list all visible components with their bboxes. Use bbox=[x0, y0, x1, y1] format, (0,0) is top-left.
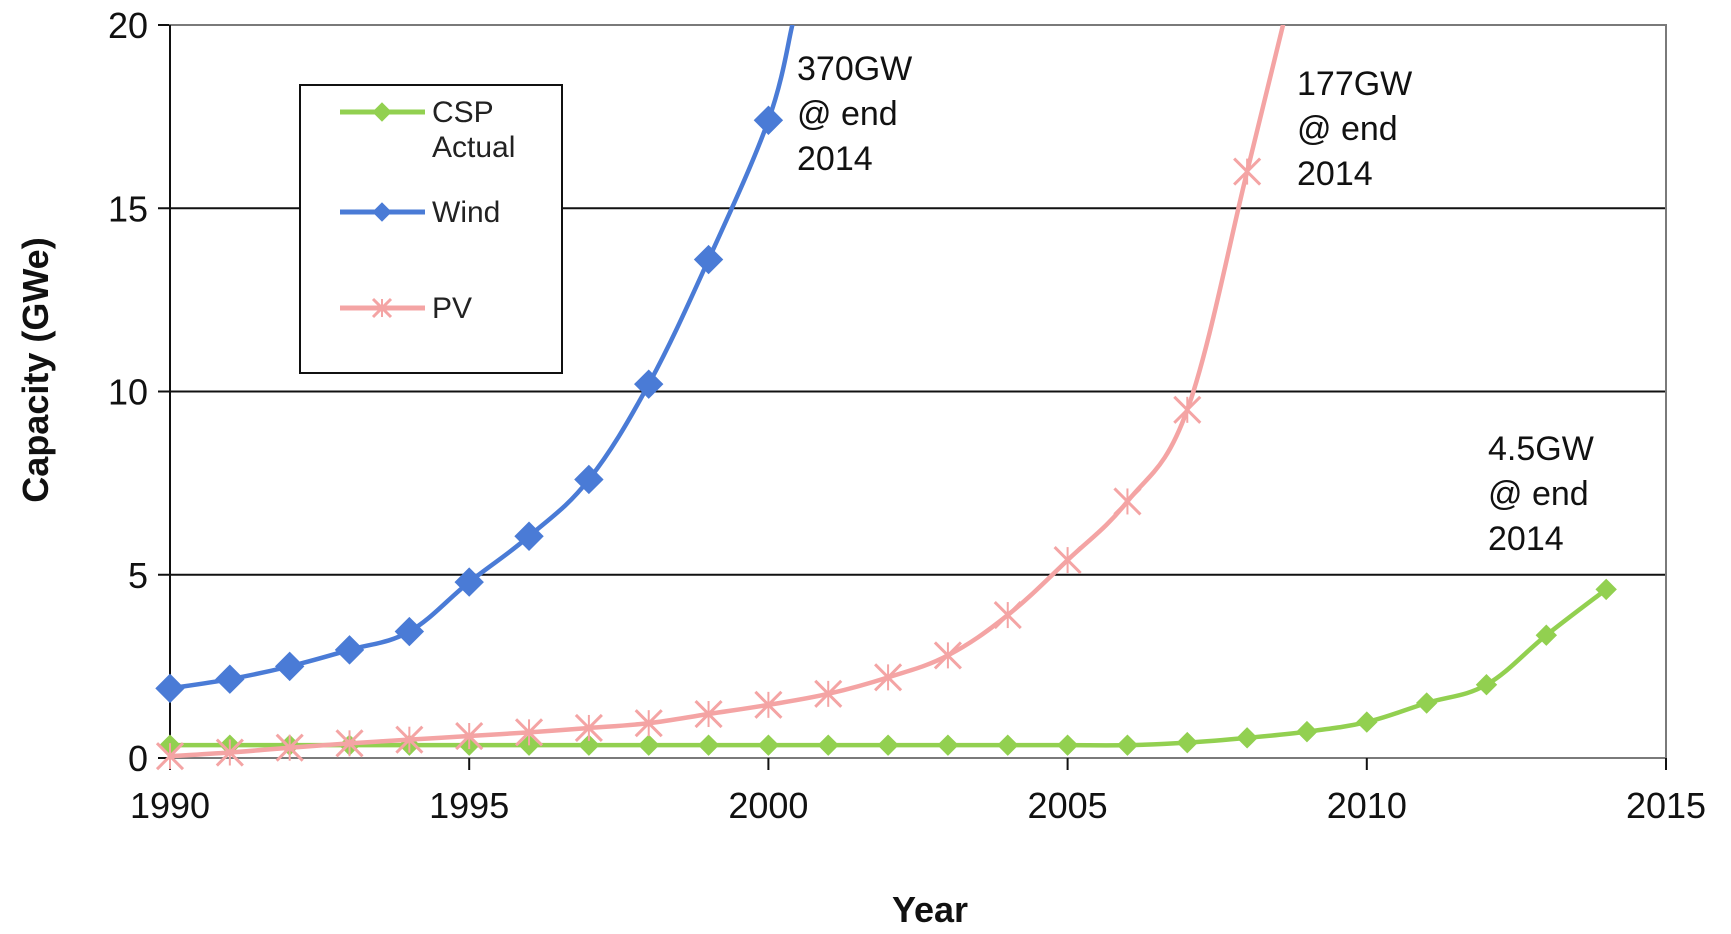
diamond-marker bbox=[634, 369, 664, 399]
y-tick-label: 15 bbox=[108, 188, 148, 229]
diamond-marker bbox=[753, 105, 784, 135]
x-tick-label: 2005 bbox=[1028, 785, 1108, 826]
series bbox=[155, 25, 1617, 771]
annotation-line: 177GW bbox=[1297, 65, 1412, 103]
x-tick-label: 2010 bbox=[1327, 785, 1407, 826]
diamond-marker bbox=[1116, 734, 1139, 756]
diamond-marker bbox=[372, 102, 392, 122]
diamond-marker bbox=[394, 616, 425, 647]
diamond-marker bbox=[1296, 720, 1318, 743]
diamond-marker bbox=[372, 202, 392, 222]
diamond-marker bbox=[578, 734, 600, 756]
x-marker bbox=[874, 663, 903, 692]
x-marker bbox=[455, 721, 484, 751]
diamond-marker bbox=[155, 673, 185, 704]
x-tick-label: 2000 bbox=[728, 785, 808, 826]
series-wind bbox=[155, 25, 795, 704]
diamond-marker bbox=[1356, 711, 1378, 733]
x-marker bbox=[754, 690, 783, 719]
x-marker bbox=[694, 699, 723, 729]
diamond-marker bbox=[817, 734, 839, 756]
legend-entry: Wind bbox=[340, 196, 500, 229]
annotations: 370GW @ end 2014 177GW @ end 2014 4.5GW @ end 20… bbox=[797, 50, 1594, 558]
annotation-line: @ end bbox=[1488, 475, 1589, 513]
legend-entry: PV bbox=[340, 292, 472, 325]
diamond-marker bbox=[693, 244, 724, 275]
annotation-line: 370GW bbox=[797, 50, 912, 88]
legend-label: PV bbox=[432, 292, 472, 325]
annotation-line: @ end bbox=[797, 95, 898, 133]
y-tick-label: 5 bbox=[128, 555, 148, 596]
x-tick-label: 2015 bbox=[1626, 785, 1706, 826]
x-marker bbox=[574, 713, 603, 743]
diamond-marker bbox=[638, 734, 660, 756]
legend-label: Actual bbox=[432, 131, 515, 164]
y-tick-label: 0 bbox=[128, 738, 148, 779]
annotation: 4.5GW @ end 2014 bbox=[1488, 430, 1594, 558]
x-marker bbox=[1173, 395, 1202, 424]
diamond-marker bbox=[997, 734, 1019, 756]
y-tick-label: 20 bbox=[108, 5, 148, 46]
series-line bbox=[167, 25, 1286, 759]
annotation-line: 4.5GW bbox=[1488, 430, 1594, 468]
annotation-line: @ end bbox=[1297, 110, 1398, 148]
x-marker bbox=[634, 709, 663, 738]
legend-box bbox=[299, 84, 563, 374]
diamond-marker bbox=[1535, 624, 1558, 646]
diamond-marker bbox=[1236, 727, 1258, 749]
diamond-marker bbox=[1056, 734, 1079, 756]
diamond-marker bbox=[274, 651, 305, 682]
x-marker bbox=[1053, 546, 1082, 575]
diamond-marker bbox=[574, 464, 604, 495]
annotation-line: 2014 bbox=[1488, 520, 1564, 558]
x-marker bbox=[275, 733, 304, 762]
x-marker bbox=[933, 641, 962, 670]
x-marker bbox=[993, 601, 1022, 630]
legend-label: Wind bbox=[432, 196, 500, 229]
diamond-marker bbox=[877, 734, 899, 756]
x-marker bbox=[514, 718, 544, 747]
x-marker bbox=[215, 738, 244, 767]
diamond-marker bbox=[334, 635, 365, 665]
diamond-marker bbox=[1415, 692, 1438, 714]
diamond-marker bbox=[1475, 673, 1498, 696]
x-tick-label: 1990 bbox=[130, 785, 210, 826]
diamond-marker bbox=[937, 734, 959, 756]
x-tick-label: 1995 bbox=[429, 785, 509, 826]
annotation: 370GW @ end 2014 bbox=[797, 50, 912, 178]
x-marker bbox=[335, 729, 364, 758]
diamond-marker bbox=[514, 521, 544, 551]
legend-label: CSP bbox=[432, 96, 494, 129]
x-marker bbox=[814, 679, 843, 708]
diamond-marker bbox=[757, 734, 780, 756]
y-axis-title: Capacity (GWe) bbox=[15, 237, 56, 502]
annotation: 177GW @ end 2014 bbox=[1297, 65, 1412, 193]
diamond-marker bbox=[454, 567, 484, 597]
series-pv bbox=[155, 25, 1286, 771]
annotation-line: 2014 bbox=[797, 140, 873, 178]
x-marker bbox=[395, 725, 424, 754]
x-marker bbox=[155, 742, 185, 771]
diamond-marker bbox=[697, 734, 720, 756]
diamond-marker bbox=[215, 664, 245, 694]
x-marker bbox=[1113, 487, 1142, 516]
diamond-marker bbox=[1595, 578, 1617, 601]
axes: 0 5 10 15 20 1990 1995 2000 2005 2010 2015 bbox=[108, 5, 1706, 826]
x-axis-title: Year bbox=[892, 889, 968, 929]
x-marker bbox=[371, 297, 393, 319]
diamond-marker bbox=[1176, 731, 1198, 754]
annotation-line: 2014 bbox=[1297, 155, 1373, 193]
x-marker bbox=[1233, 157, 1262, 186]
y-tick-label: 10 bbox=[108, 372, 148, 413]
